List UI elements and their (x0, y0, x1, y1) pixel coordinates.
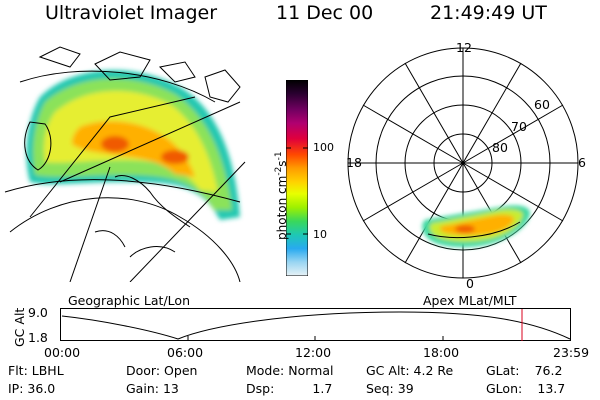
geographic-auroral-image (4, 46, 246, 282)
glon-value: 13.7 (537, 381, 566, 396)
colorbar-tick-10: 10 (313, 228, 327, 241)
mode-value: Normal (288, 363, 334, 378)
mlat-label-70: 70 (511, 119, 527, 134)
seq-value: 39 (397, 381, 414, 396)
polar-mlat-mlt-plot (347, 47, 579, 279)
polar-label: Apex MLat/MLT (423, 293, 517, 308)
seq-key: Seq: (366, 381, 394, 396)
glat-key: GLat: (486, 363, 520, 378)
door-value: Open (164, 363, 198, 378)
instrument-title: Ultraviolet Imager (45, 2, 218, 24)
filter-value: LBHL (31, 363, 64, 378)
status-seq: Seq: 39 (366, 382, 414, 396)
time-label: 21:49:49 UT (430, 2, 547, 24)
filter-key: Flt: (8, 363, 28, 378)
dsp-key: Dsp: (246, 381, 275, 396)
status-door: Door: Open (126, 364, 197, 378)
unit-sup1: -2 (274, 166, 284, 176)
altitude-ylabel: GC Alt (12, 307, 27, 347)
altitude-ytick-min: 1.8 (28, 330, 48, 345)
xtick-0000: 00:00 (44, 345, 81, 360)
mode-key: Mode: (246, 363, 285, 378)
gc-alt-value: 4.2 Re (413, 363, 454, 378)
mlt-label-18: 18 (346, 155, 362, 170)
status-filter: Flt: LBHL (8, 364, 64, 378)
status-ip: IP: 36.0 (8, 382, 55, 396)
xtick-1200: 12:00 (295, 345, 332, 360)
unit-main: photon cm (275, 175, 289, 240)
mlt-label-12: 12 (456, 40, 472, 55)
ip-key: IP: (8, 381, 24, 396)
glat-value: 76.2 (534, 363, 563, 378)
glon-key: GLon: (486, 381, 523, 396)
gain-key: Gain: (126, 381, 159, 396)
altitude-ytick-max: 9.0 (28, 305, 48, 320)
xtick-1800: 18:00 (423, 345, 460, 360)
gain-value: 13 (162, 381, 179, 396)
colorbar-unit-label: photon cm-2s-1 (272, 151, 289, 240)
status-gc-alt: GC Alt: 4.2 Re (366, 364, 453, 378)
unit-sup2: -1 (274, 151, 284, 161)
gc-alt-key: GC Alt: (366, 363, 410, 378)
ip-value: 36.0 (27, 381, 56, 396)
mlat-label-60: 60 (534, 97, 550, 112)
status-glon: GLon: 13.7 (486, 382, 565, 396)
mlt-label-0: 0 (466, 276, 474, 291)
altitude-orbit-plot (60, 308, 571, 341)
door-key: Door: (126, 363, 161, 378)
dsp-value: 1.7 (312, 381, 333, 396)
xtick-0600: 06:00 (167, 345, 204, 360)
status-mode: Mode: Normal (246, 364, 334, 378)
status-gain: Gain: 13 (126, 382, 179, 396)
colorbar-tick-100: 100 (313, 141, 334, 154)
date-label: 11 Dec 00 (276, 2, 374, 24)
mlat-label-80: 80 (492, 140, 508, 155)
unit-mid: s (275, 160, 289, 167)
polar-auroral-oval (422, 205, 530, 248)
xtick-2359: 23:59 (553, 345, 590, 360)
status-dsp: Dsp: 1.7 (246, 382, 332, 396)
geographic-label: Geographic Lat/Lon (68, 293, 190, 308)
mlt-label-6: 6 (578, 155, 586, 170)
colorbar (286, 80, 308, 276)
status-glat: GLat: 76.2 (486, 364, 562, 378)
